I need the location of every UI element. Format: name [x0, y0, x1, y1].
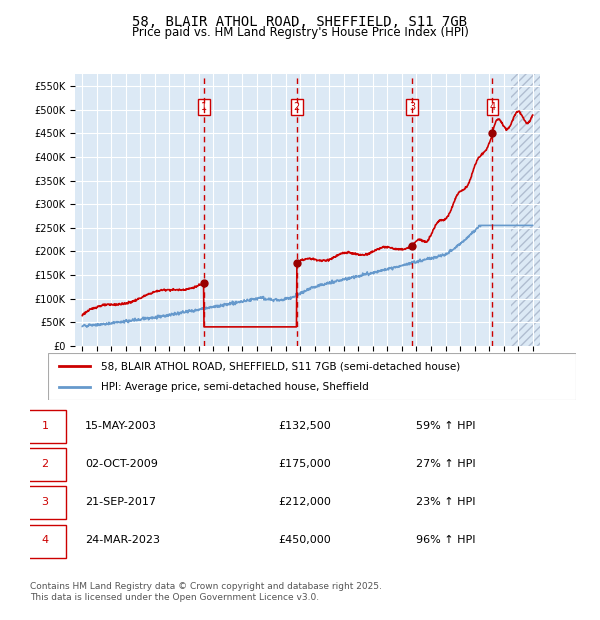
Text: £175,000: £175,000	[278, 459, 331, 469]
Text: Contains HM Land Registry data © Crown copyright and database right 2025.
This d: Contains HM Land Registry data © Crown c…	[30, 582, 382, 601]
FancyBboxPatch shape	[25, 410, 66, 443]
Text: 59% ↑ HPI: 59% ↑ HPI	[416, 420, 476, 430]
Text: 96% ↑ HPI: 96% ↑ HPI	[416, 535, 476, 545]
Text: 1: 1	[41, 420, 49, 430]
Text: £132,500: £132,500	[278, 420, 331, 430]
Text: 15-MAY-2003: 15-MAY-2003	[85, 420, 157, 430]
FancyBboxPatch shape	[25, 448, 66, 481]
Text: 27% ↑ HPI: 27% ↑ HPI	[416, 459, 476, 469]
Text: 2: 2	[293, 102, 300, 112]
Text: 3: 3	[41, 497, 49, 507]
Text: 2: 2	[41, 459, 49, 469]
Text: 4: 4	[490, 102, 496, 112]
FancyBboxPatch shape	[25, 525, 66, 557]
Text: 3: 3	[409, 102, 415, 112]
Text: 21-SEP-2017: 21-SEP-2017	[85, 497, 156, 507]
Text: Price paid vs. HM Land Registry's House Price Index (HPI): Price paid vs. HM Land Registry's House …	[131, 26, 469, 39]
Text: 02-OCT-2009: 02-OCT-2009	[85, 459, 158, 469]
Text: 58, BLAIR ATHOL ROAD, SHEFFIELD, S11 7GB: 58, BLAIR ATHOL ROAD, SHEFFIELD, S11 7GB	[133, 16, 467, 30]
FancyBboxPatch shape	[48, 353, 576, 400]
Text: £450,000: £450,000	[278, 535, 331, 545]
Text: 1: 1	[201, 102, 207, 112]
Text: 4: 4	[41, 535, 49, 545]
Text: £212,000: £212,000	[278, 497, 331, 507]
Text: 23% ↑ HPI: 23% ↑ HPI	[416, 497, 476, 507]
Text: 58, BLAIR ATHOL ROAD, SHEFFIELD, S11 7GB (semi-detached house): 58, BLAIR ATHOL ROAD, SHEFFIELD, S11 7GB…	[101, 361, 460, 371]
Text: 24-MAR-2023: 24-MAR-2023	[85, 535, 160, 545]
FancyBboxPatch shape	[25, 486, 66, 520]
Text: HPI: Average price, semi-detached house, Sheffield: HPI: Average price, semi-detached house,…	[101, 382, 368, 392]
